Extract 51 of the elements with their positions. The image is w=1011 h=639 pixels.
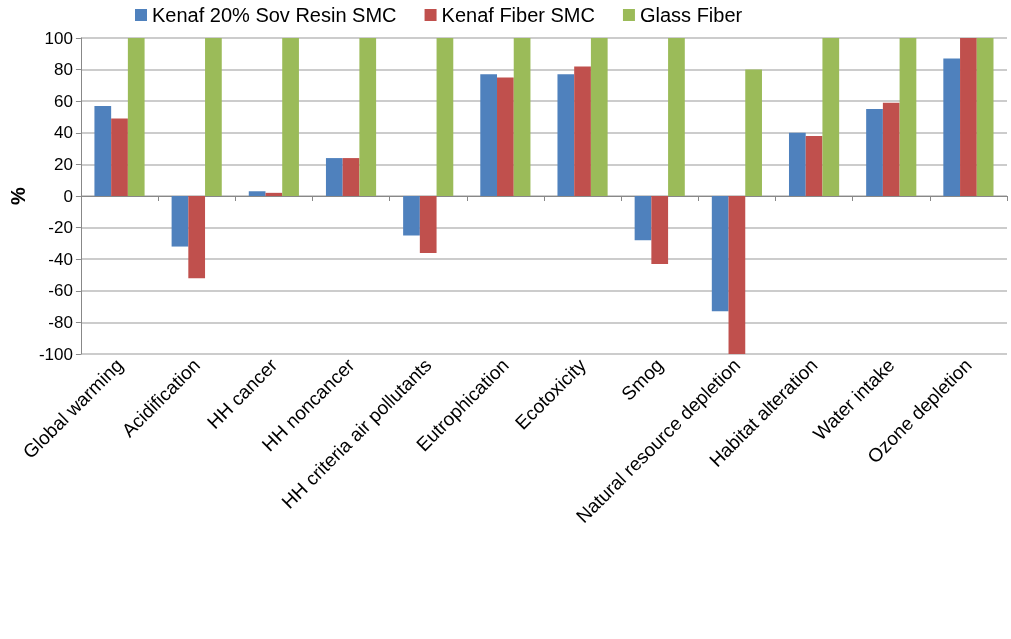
y-tick-label: 20 xyxy=(54,154,73,174)
y-tick-label: -40 xyxy=(48,249,73,269)
bar xyxy=(728,196,746,354)
y-tick-label: -20 xyxy=(48,218,73,238)
bar xyxy=(943,58,961,196)
bar xyxy=(557,74,575,196)
bar xyxy=(497,77,514,196)
bar xyxy=(248,191,266,196)
bar xyxy=(436,38,454,196)
bar xyxy=(94,105,112,196)
bar xyxy=(205,38,222,196)
y-tick-label: -100 xyxy=(38,344,73,364)
bar xyxy=(822,38,840,196)
bar xyxy=(480,74,498,196)
bar xyxy=(866,109,883,196)
bar xyxy=(342,158,360,196)
bar xyxy=(882,102,900,196)
bar xyxy=(513,38,531,196)
bar xyxy=(960,38,977,196)
y-tick-label: -60 xyxy=(48,281,73,301)
bar xyxy=(111,118,128,196)
bar xyxy=(899,38,917,196)
y-axis-title: % xyxy=(7,186,29,205)
bar xyxy=(325,158,343,196)
bar xyxy=(403,196,420,236)
bar xyxy=(265,192,283,196)
y-tick-label: 0 xyxy=(63,186,73,206)
bar xyxy=(359,38,377,196)
legend-label: Kenaf Fiber SMC xyxy=(441,4,595,26)
legend-label: Kenaf 20% Sov Resin SMC xyxy=(152,4,397,26)
bar xyxy=(171,196,189,247)
bar xyxy=(574,66,591,196)
bar xyxy=(745,69,762,196)
bar xyxy=(711,196,729,312)
bar xyxy=(127,38,145,196)
y-tick-label: 100 xyxy=(44,28,73,48)
bar xyxy=(805,135,823,196)
y-tick-label: 40 xyxy=(54,123,73,143)
bar xyxy=(282,38,299,196)
y-tick-label: 80 xyxy=(54,60,73,80)
bar xyxy=(590,38,608,196)
bar xyxy=(651,196,669,264)
bar xyxy=(188,196,206,279)
bar xyxy=(634,196,652,241)
bar xyxy=(668,38,685,196)
bar xyxy=(788,132,806,196)
bar xyxy=(976,38,994,196)
legend-label: Glass Fiber xyxy=(639,4,743,26)
y-tick-label: 60 xyxy=(54,91,73,111)
bar xyxy=(419,196,437,253)
y-tick-label: -80 xyxy=(48,312,73,332)
